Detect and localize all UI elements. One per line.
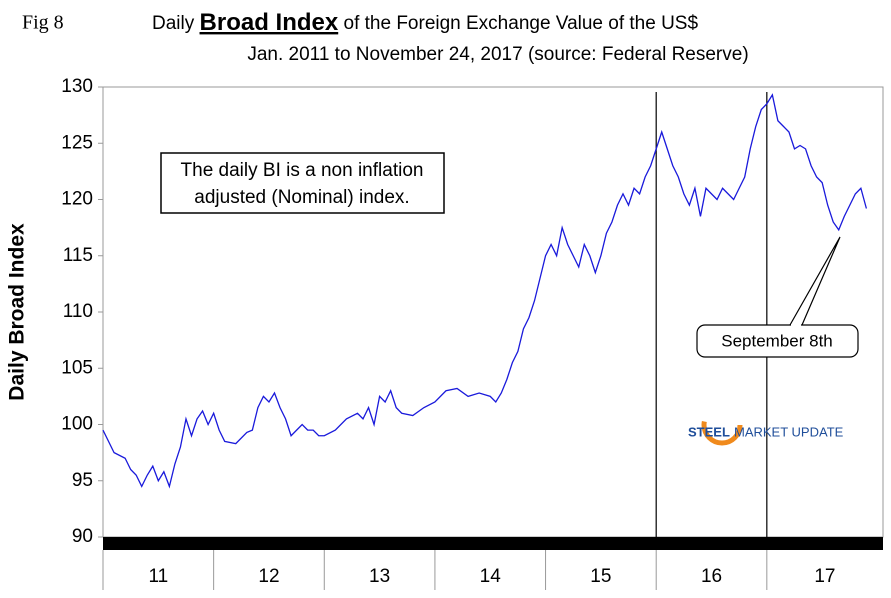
plot: [102, 92, 868, 537]
x-tick-label: 17: [814, 566, 835, 587]
x-tick-label: 16: [701, 566, 722, 587]
y-tick-label: 105: [61, 357, 93, 378]
y-tick-label: 125: [61, 132, 93, 153]
x-tick-label: 12: [258, 566, 279, 587]
data-line: [102, 93, 868, 489]
x-tick-label: 13: [369, 566, 390, 587]
callout-text: September 8th: [721, 331, 833, 350]
chart-title: Daily Broad Index of the Foreign Exchang…: [152, 9, 698, 36]
fig-label: Fig 8: [22, 12, 64, 34]
x-tick-label: 15: [590, 566, 611, 587]
logo-swoosh: [701, 404, 743, 446]
logo: STEEL MARKET UPDATE: [688, 404, 844, 446]
annotation-box: [160, 152, 445, 214]
y-tick-label: 120: [61, 189, 93, 210]
annotation-text: adjusted (Nominal) index.: [194, 187, 409, 208]
y-tick-label: 90: [72, 526, 93, 547]
title-part: Daily: [152, 13, 200, 34]
y-axis-label: Daily Broad Index: [6, 223, 29, 401]
callout-box: [696, 324, 859, 358]
y-tick-label: 100: [61, 414, 93, 435]
y-tick-label: 130: [61, 76, 93, 97]
axis-bar: [103, 537, 883, 550]
y-tick-label: 115: [63, 245, 93, 266]
logo-text: MARKET UPDATE: [734, 424, 844, 439]
y-tick-label: 110: [63, 301, 93, 322]
callout-pointer: [789, 236, 841, 326]
x-tick-label: 14: [480, 566, 502, 587]
y-tick-label: 95: [72, 470, 93, 491]
title-part: Broad Index: [200, 9, 339, 36]
x-tick-label: 11: [148, 566, 168, 587]
annotation-text: The daily BI is a non inflation: [181, 160, 424, 181]
chart-subtitle: Jan. 2011 to November 24, 2017 (source: …: [247, 44, 748, 65]
title-part: of the Foreign Exchange Value of the US$: [338, 13, 698, 34]
logo-text: STEEL: [688, 424, 730, 439]
